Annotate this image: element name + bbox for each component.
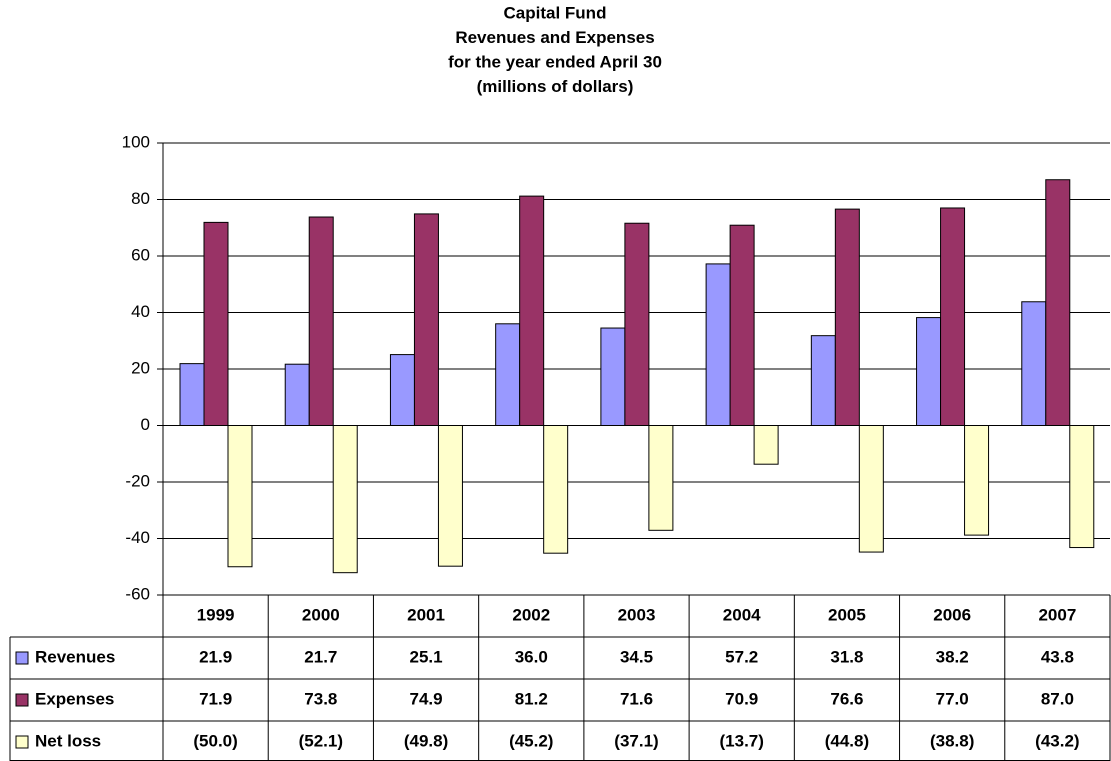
x-tick-label: 2007 [1038,605,1076,624]
table-value: 81.2 [515,689,548,708]
bar [858,425,884,553]
table-value: (44.8) [825,731,869,750]
bar [810,335,836,427]
table-value: 21.7 [304,647,337,666]
legend-label: Expenses [35,689,114,708]
bar [308,216,334,426]
bar [753,425,779,465]
bar [648,425,674,531]
bar [179,363,205,427]
chart-title: (millions of dollars) [477,77,634,96]
x-tick-label: 2003 [618,605,656,624]
table-value: 71.6 [620,689,653,708]
bar [413,213,439,426]
table-value: 38.2 [936,647,969,666]
table-value: 21.9 [199,647,232,666]
table-value: (13.7) [720,731,764,750]
bar [519,195,545,426]
y-tick-label: 100 [122,132,150,151]
table-value: 77.0 [936,689,969,708]
y-tick-label: -20 [125,471,150,490]
table-value: 71.9 [199,689,232,708]
table-value: 87.0 [1041,689,1074,708]
bar [227,425,253,568]
legend-label: Net loss [35,731,101,750]
table-value: 74.9 [410,689,443,708]
bar [203,221,229,426]
y-tick-label: 20 [131,358,150,377]
table-value: (50.0) [193,731,237,750]
table-value: 36.0 [515,647,548,666]
y-tick-label: -60 [125,584,150,603]
table-value: 31.8 [830,647,863,666]
table-value: 73.8 [304,689,337,708]
legend-swatch [15,693,29,707]
bar [332,425,358,574]
table-value: 34.5 [620,647,653,666]
table-value: 25.1 [410,647,443,666]
table-value: (52.1) [299,731,343,750]
bar [284,363,310,427]
legend-label: Revenues [35,647,115,666]
y-tick-label: 0 [141,415,150,434]
x-tick-label: 1999 [197,605,235,624]
bar [437,425,463,567]
x-tick-label: 2004 [723,605,761,624]
bar [940,207,966,426]
legend-swatch [15,651,29,665]
legend-swatch [15,735,29,749]
x-tick-label: 2002 [512,605,550,624]
y-tick-label: 40 [131,302,150,321]
chart-title: Revenues and Expenses [455,28,654,47]
bar [389,354,415,426]
bar [543,425,569,554]
x-tick-label: 2005 [828,605,866,624]
bar [834,208,860,426]
bar [705,263,731,426]
chart-title: Capital Fund [504,3,607,22]
bar [495,323,521,426]
chart-title: for the year ended April 30 [448,52,662,71]
bar [1069,425,1095,549]
table-value: 76.6 [830,689,863,708]
bar [624,222,650,426]
table-value: 70.9 [725,689,758,708]
bar [916,317,942,426]
bar [1045,179,1071,426]
table-value: 57.2 [725,647,758,666]
bar [729,224,755,426]
bar [964,425,990,536]
table-value: (38.8) [930,731,974,750]
bar [600,327,626,427]
table-value: 43.8 [1041,647,1074,666]
y-tick-label: 80 [131,189,150,208]
bar [1021,301,1047,427]
x-tick-label: 2000 [302,605,340,624]
table-value: (49.8) [404,731,448,750]
y-tick-label: 60 [131,245,150,264]
table-value: (37.1) [614,731,658,750]
x-tick-label: 2006 [933,605,971,624]
x-tick-label: 2001 [407,605,445,624]
table-value: (45.2) [509,731,553,750]
y-tick-label: -40 [125,528,150,547]
table-value: (43.2) [1035,731,1079,750]
